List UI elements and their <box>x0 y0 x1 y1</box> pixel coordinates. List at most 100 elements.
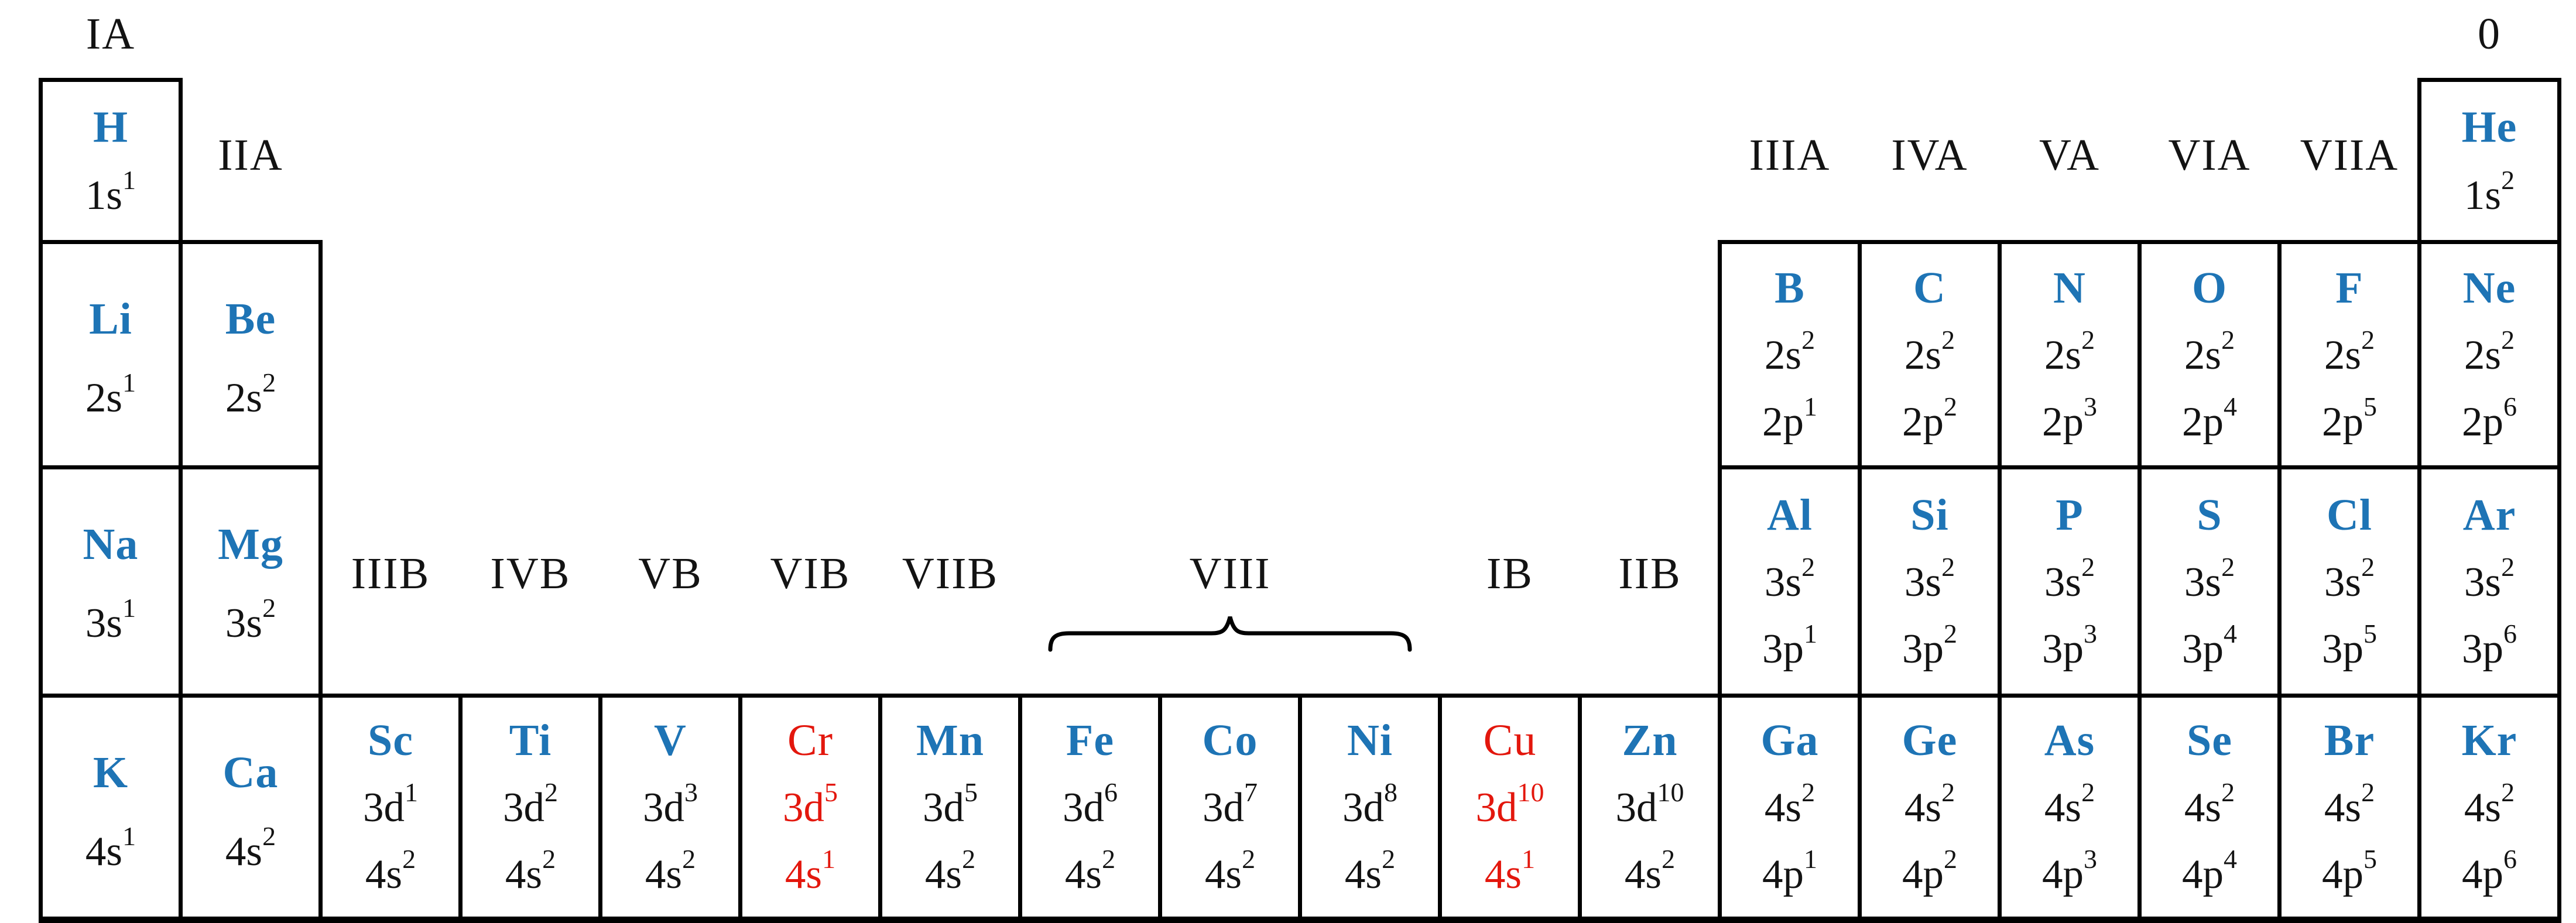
element-symbol-H: H <box>93 102 129 152</box>
electron-config: 4s2 <box>365 844 416 898</box>
electron-config: 4s2 <box>1344 844 1396 898</box>
element-symbol-V: V <box>654 716 687 765</box>
electron-config: 4p6 <box>2462 844 2517 898</box>
config-superscript: 2 <box>2501 325 2515 355</box>
electron-config: 4s2 <box>1904 777 1955 831</box>
group-label-IB: IB <box>1486 549 1533 598</box>
electron-config: 3s2 <box>2324 551 2375 605</box>
element-cell-Br: Br 4s2 4p5 <box>2277 694 2421 923</box>
element-cell-He: He 1s2 <box>2417 78 2561 244</box>
config-superscript: 5 <box>964 777 978 807</box>
config-superscript: 2 <box>2501 777 2515 807</box>
group-label-VIB: VIB <box>770 549 851 598</box>
electron-config: 2p6 <box>2462 392 2517 445</box>
electron-config: 3d10 <box>1475 777 1544 831</box>
group-label-VIIA: VIIA <box>2300 131 2399 180</box>
config-superscript: 2 <box>1662 844 1676 874</box>
element-symbol-Kr: Kr <box>2461 716 2517 765</box>
element-symbol-Fe: Fe <box>1066 716 1115 765</box>
electron-config: 2s2 <box>1904 325 1955 379</box>
element-cell-Ne: Ne 2s2 2p6 <box>2417 240 2561 469</box>
element-cell-Li: Li 2s1 <box>39 240 183 469</box>
config-superscript: 3 <box>2084 392 2097 421</box>
config-superscript: 2 <box>1242 844 1256 874</box>
element-symbol-Cr: Cr <box>787 716 833 765</box>
group-label-VIIB: VIIB <box>902 549 999 598</box>
electron-config: 4p4 <box>2182 844 2237 898</box>
element-cell-V: V 3d3 4s2 <box>598 694 742 923</box>
element-symbol-Br: Br <box>2324 716 2375 765</box>
config-superscript: 2 <box>1801 551 1815 582</box>
element-symbol-N: N <box>2053 263 2086 313</box>
viii-group-brace <box>1048 616 1412 652</box>
element-symbol-Mg: Mg <box>218 520 283 569</box>
electron-config: 3p1 <box>1762 618 1817 672</box>
config-superscript: 1 <box>122 368 136 397</box>
config-superscript: 2 <box>2221 777 2235 807</box>
element-cell-As: As 4s2 4p3 <box>1998 694 2142 923</box>
element-cell-Cr: Cr 3d5 4s1 <box>738 694 882 923</box>
electron-config: 4s2 <box>2184 777 2235 831</box>
electron-config: 3d5 <box>783 777 838 831</box>
element-symbol-B: B <box>1775 263 1805 313</box>
element-cell-Na: Na 3s1 <box>39 465 183 698</box>
electron-config: 3d8 <box>1342 777 1397 831</box>
config-superscript: 2 <box>2221 325 2235 355</box>
element-symbol-Ca: Ca <box>222 748 279 797</box>
config-superscript: 2 <box>2221 551 2235 582</box>
config-superscript: 2 <box>2361 777 2375 807</box>
electron-config: 4p2 <box>1902 844 1957 898</box>
element-cell-Be: Be 2s2 <box>179 240 323 469</box>
electron-config: 4s2 <box>225 821 276 875</box>
config-superscript: 3 <box>2084 618 2097 648</box>
group-label-IIA: IIA <box>218 131 283 180</box>
config-superscript: 2 <box>1944 618 1957 648</box>
config-superscript: 1 <box>122 821 136 851</box>
electron-config: 2p2 <box>1902 392 1957 445</box>
config-superscript: 2 <box>262 593 276 623</box>
element-symbol-F: F <box>2335 263 2363 313</box>
element-symbol-Ga: Ga <box>1760 716 1819 765</box>
element-symbol-S: S <box>2197 490 2222 540</box>
electron-config: 2s2 <box>2324 325 2375 379</box>
electron-config: 4s2 <box>505 844 556 898</box>
element-symbol-Ni: Ni <box>1347 716 1393 765</box>
config-superscript: 1 <box>122 165 136 195</box>
element-symbol-O: O <box>2191 263 2228 313</box>
group-label-VA: VA <box>2039 131 2100 180</box>
element-symbol-He: He <box>2461 102 2517 152</box>
config-superscript: 2 <box>262 368 276 397</box>
element-cell-B: B 2s2 2p1 <box>1718 240 1862 469</box>
group-label-IIIA: IIIA <box>1749 131 1831 180</box>
element-symbol-Ti: Ti <box>509 716 552 765</box>
config-superscript: 6 <box>1104 777 1118 807</box>
config-superscript: 2 <box>2081 551 2095 582</box>
electron-config: 4s2 <box>2324 777 2375 831</box>
config-superscript: 4 <box>2224 618 2237 648</box>
config-superscript: 2 <box>682 844 696 874</box>
element-symbol-C: C <box>1913 263 1946 313</box>
electron-config: 2s2 <box>2184 325 2235 379</box>
group-label-IVA: IVA <box>1891 131 1968 180</box>
element-cell-Ar: Ar 3s2 3p6 <box>2417 465 2561 698</box>
element-cell-Al: Al 3s2 3p1 <box>1718 465 1862 698</box>
element-cell-H: H 1s1 <box>39 78 183 244</box>
electron-config: 4s2 <box>1624 844 1676 898</box>
electron-config: 4s1 <box>785 844 836 898</box>
group-label-VIII: VIII <box>1189 549 1271 598</box>
config-superscript: 3 <box>684 777 698 807</box>
electron-config: 4p3 <box>2042 844 2097 898</box>
config-superscript: 2 <box>1801 325 1815 355</box>
config-superscript: 2 <box>2501 551 2515 582</box>
config-superscript: 2 <box>1941 777 1955 807</box>
electron-config: 2p1 <box>1762 392 1817 445</box>
element-cell-Ti: Ti 3d2 4s2 <box>458 694 602 923</box>
config-superscript: 6 <box>2503 844 2517 874</box>
config-superscript: 2 <box>2361 551 2375 582</box>
electron-config: 3p4 <box>2182 618 2237 672</box>
element-cell-P: P 3s2 3p3 <box>1998 465 2142 698</box>
element-symbol-As: As <box>2044 716 2095 765</box>
config-superscript: 2 <box>2081 777 2095 807</box>
electron-config: 3p5 <box>2322 618 2377 672</box>
config-superscript: 4 <box>2224 844 2237 874</box>
